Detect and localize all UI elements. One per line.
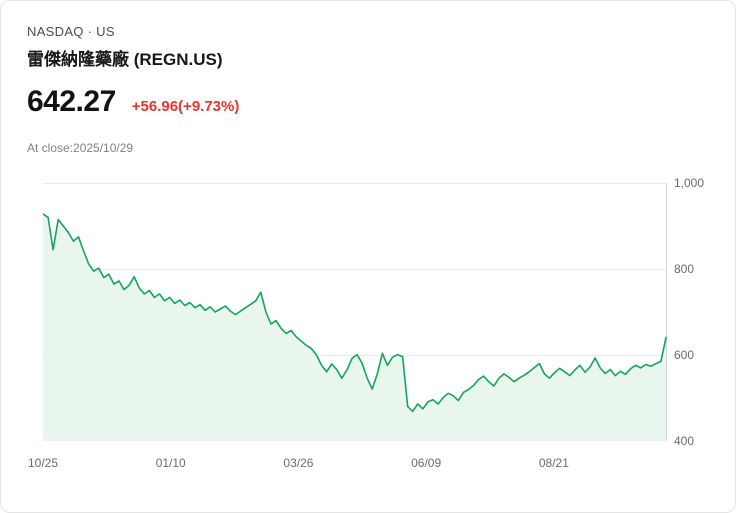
y-axis-label: 800 <box>674 262 695 276</box>
close-time: At close:2025/10/29 <box>27 141 134 155</box>
y-axis-label: 400 <box>674 434 695 448</box>
x-axis-label: 01/10 <box>155 456 186 470</box>
quote-row: 642.27 +56.96(+9.73%) <box>27 85 239 119</box>
stock-name: 雷傑納隆藥廠 (REGN.US) <box>27 50 223 69</box>
x-axis-label: 03/26 <box>283 456 314 470</box>
y-axis-label: 1,000 <box>674 176 705 190</box>
x-axis-label: 06/09 <box>411 456 442 470</box>
x-axis-label: 08/21 <box>538 456 569 470</box>
y-axis-label: 600 <box>674 348 695 362</box>
price-change: +56.96(+9.73%) <box>131 98 240 115</box>
market-label: NASDAQ · US <box>27 24 115 39</box>
x-axis-label: 10/25 <box>27 456 59 470</box>
price-chart[interactable] <box>43 183 667 443</box>
price-value: 642.27 <box>27 85 116 118</box>
